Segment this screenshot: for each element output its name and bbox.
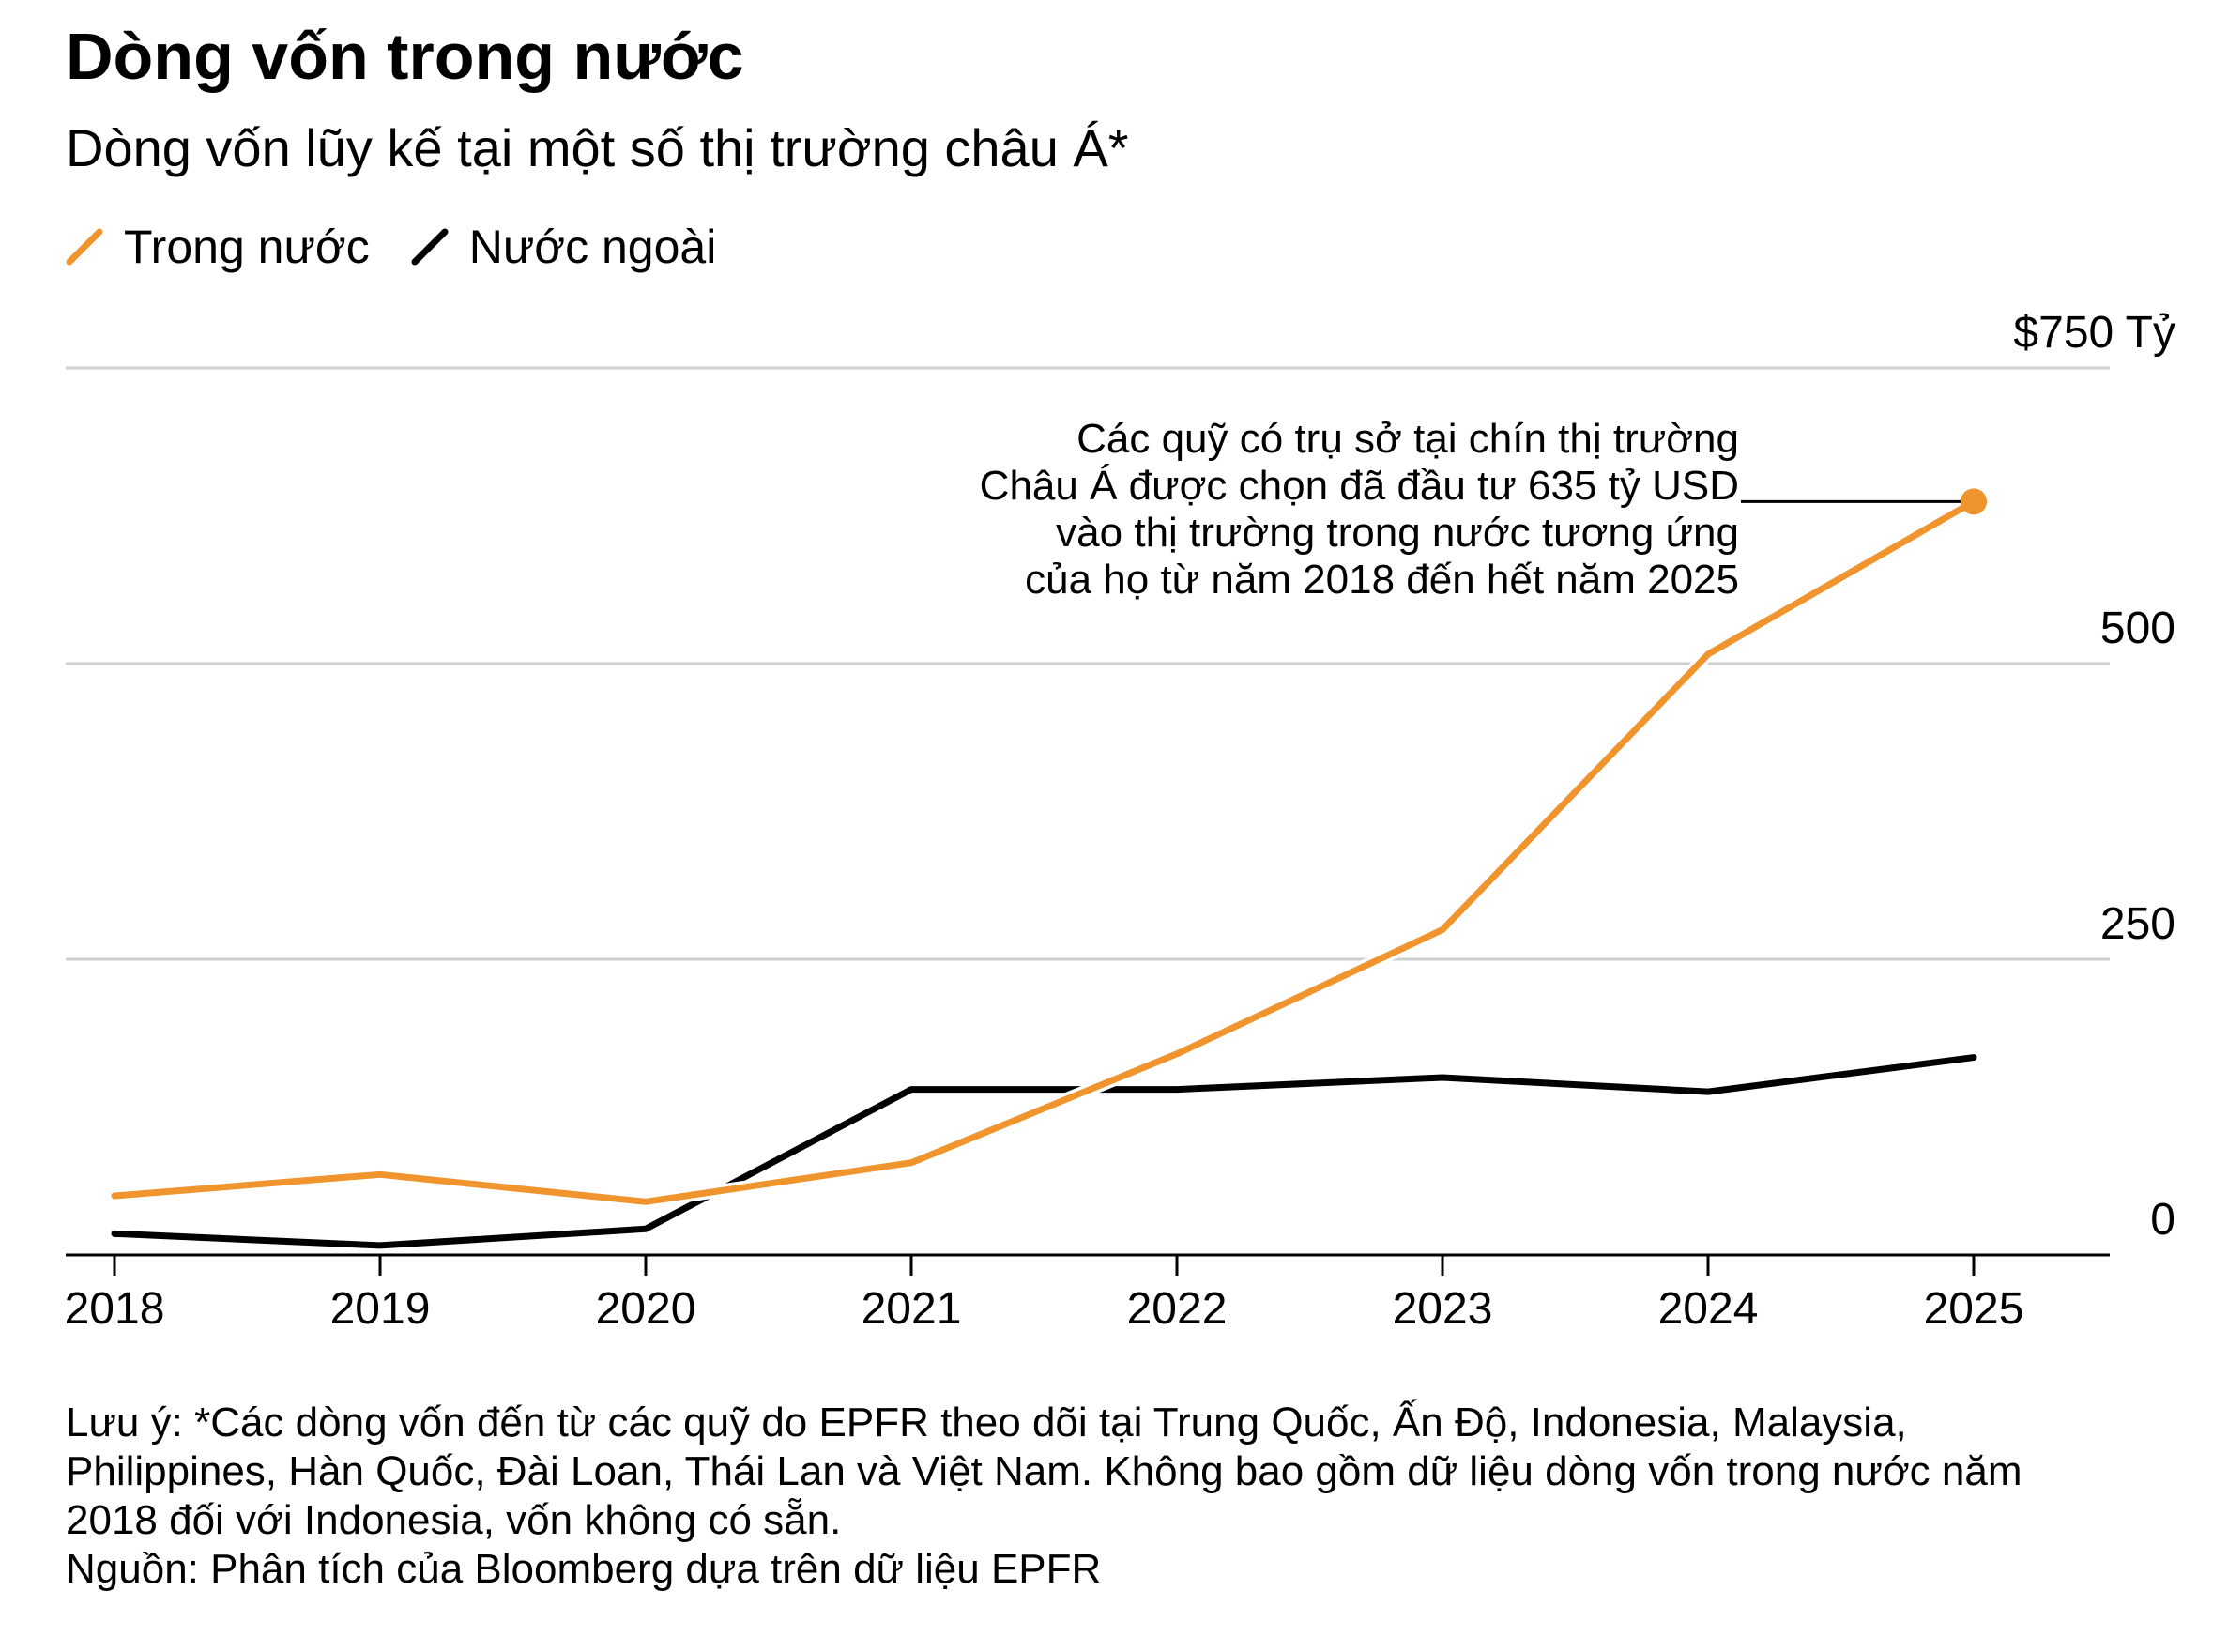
legend-label-foreign: Nước ngoài [468,221,717,273]
y-tick-label: 0 [2150,1195,2175,1245]
footnote-line: Philippines, Hàn Quốc, Đài Loan, Thái La… [66,1448,2022,1494]
series-line-foreign [111,1054,1977,1249]
annotation: Các quỹ có trụ sở tại chín thị trườngChâ… [980,416,1987,603]
annotation-text-line: vào thị trường trong nước tương ứng [1056,510,1739,556]
x-axis: 2018 2019 2020 2021 2022 2023 2024 2025 [65,1253,2110,1334]
x-tick-label: 2019 [330,1284,431,1334]
series-lines [111,496,1977,1249]
x-tick-label: 2023 [1393,1284,1493,1334]
legend-label-domestic: Trong nước [124,221,370,273]
legend-item-foreign: Nước ngoài [411,220,717,274]
y-tick-label: 500 [2100,604,2175,653]
legend-item-domestic: Trong nước [66,220,370,274]
annotation-text-line: Châu Á được chọn đã đầu tư 635 tỷ USD [980,463,1739,509]
y-tick-label: 250 [2100,899,2175,949]
x-tick-label: 2024 [1658,1284,1759,1334]
x-tick-label: 2020 [596,1284,696,1334]
orange-slash-icon [66,228,103,266]
y-axis-labels: 0 250 500 $750 Tỷ [2013,308,2175,1245]
x-tick-label: 2018 [65,1284,165,1334]
y-tick-label: $750 Tỷ [2013,308,2175,358]
end-point-marker [1961,488,1987,515]
legend: Trong nước Nước ngoài [66,214,757,280]
source-line: Nguồn: Phân tích của Bloomberg dựa trên … [66,1546,1102,1592]
annotation-text-line: của họ từ năm 2018 đến hết năm 2025 [1025,557,1739,603]
black-slash-icon [411,228,449,266]
series-line-domestic [111,497,1977,1205]
x-tick-label: 2025 [1924,1284,2024,1334]
x-tick-label: 2021 [862,1284,962,1334]
series-halo [114,496,1977,1209]
annotation-text-line: Các quỹ có trụ sở tại chín thị trường [1076,416,1739,462]
footnote-line: 2018 đối với Indonesia, vốn không có sẵn… [66,1497,842,1543]
footnote-line: Lưu ý: *Các dòng vốn đến từ các quỹ do E… [66,1400,1907,1446]
x-tick-label: 2022 [1127,1284,1228,1334]
footnote: Lưu ý: *Các dòng vốn đến từ các quỹ do E… [66,1399,2022,1594]
gridlines [66,366,2110,961]
chart-title: Dòng vốn trong nước [66,20,744,93]
chart-subtitle: Dòng vốn lũy kế tại một số thị trường ch… [66,118,1129,177]
